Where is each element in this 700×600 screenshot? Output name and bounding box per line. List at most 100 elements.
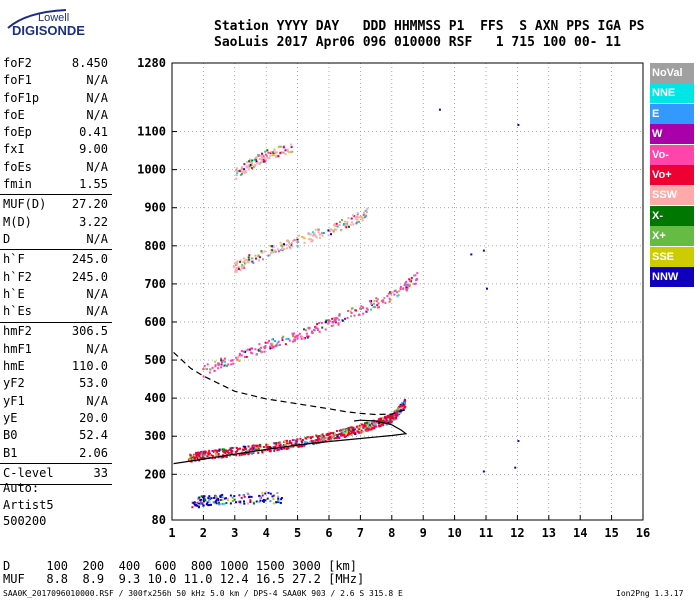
data-point [402, 402, 405, 405]
data-point [266, 341, 269, 344]
data-point [221, 502, 224, 505]
data-point [237, 500, 240, 503]
data-point [208, 501, 211, 503]
data-point [309, 436, 312, 439]
param-name: hmE [3, 359, 25, 374]
data-point [327, 437, 330, 439]
data-point [269, 152, 272, 154]
data-point [416, 272, 419, 275]
data-point [255, 446, 258, 449]
data-point [342, 431, 345, 434]
param-name: M(D) [3, 214, 32, 229]
data-point [249, 499, 252, 502]
data-point [247, 348, 250, 351]
y-tick-label: 300 [144, 429, 166, 443]
data-point [237, 448, 239, 451]
data-point [396, 410, 399, 413]
data-point [364, 216, 367, 219]
data-point [275, 501, 278, 504]
profile-E-profile [173, 351, 407, 416]
x-tick-label: 9 [420, 526, 427, 540]
data-point [382, 416, 384, 419]
data-point [243, 267, 246, 269]
data-point [344, 317, 346, 320]
data-point [391, 414, 394, 417]
data-point [258, 494, 261, 497]
param-value: 20.0 [79, 410, 108, 425]
param-value: 3.22 [79, 214, 108, 229]
data-point [392, 416, 395, 419]
data-point [396, 414, 399, 417]
data-point [394, 410, 397, 412]
data-point [224, 360, 226, 363]
data-point [373, 423, 376, 425]
data-point [269, 347, 272, 350]
data-point [482, 249, 485, 252]
data-point [332, 230, 335, 233]
data-point [317, 228, 320, 231]
param-name: yE [3, 410, 18, 425]
data-point [407, 284, 409, 287]
data-point [251, 159, 254, 162]
data-point [335, 316, 338, 319]
param-value: 33 [93, 465, 108, 480]
x-tick-label: 3 [231, 526, 238, 540]
data-point [199, 456, 202, 459]
data-point [343, 433, 346, 436]
data-point [241, 267, 244, 270]
data-point [260, 157, 263, 159]
param-name: foE [3, 107, 25, 122]
data-point [194, 501, 197, 504]
data-point [259, 499, 262, 502]
data-point [260, 346, 263, 349]
data-point [247, 502, 249, 505]
data-point [208, 449, 211, 452]
data-point [312, 234, 315, 237]
chart-tick-labels: 1 2 3 4 5 6 7 8 9 10 11 12 13 14 15 1680200300400500600… [137, 56, 650, 540]
data-point [369, 427, 372, 430]
data-point [253, 158, 256, 161]
param-name: fmin [3, 177, 32, 192]
data-point [242, 261, 245, 264]
data-point [288, 440, 291, 443]
data-point [318, 437, 321, 440]
data-point [232, 265, 235, 268]
data-point [270, 150, 273, 153]
data-point [264, 446, 267, 449]
data-point [254, 448, 257, 451]
data-point [346, 433, 349, 436]
data-point [296, 238, 299, 241]
data-point [327, 319, 330, 321]
data-point [286, 150, 289, 153]
param-value: 52.4 [79, 428, 108, 443]
data-point [390, 292, 392, 295]
data-point [220, 357, 223, 360]
data-point [205, 503, 208, 506]
legend-item: X+ [650, 226, 694, 247]
legend-item: NoVal [650, 63, 694, 83]
data-point [200, 455, 202, 458]
data-point [244, 445, 247, 448]
data-point [191, 457, 194, 460]
data-point [257, 254, 260, 257]
data-point [365, 307, 368, 310]
data-point [272, 154, 275, 156]
data-point [350, 312, 353, 314]
data-point [275, 154, 278, 157]
data-point [333, 434, 335, 437]
data-point [229, 359, 232, 362]
data-point [350, 430, 352, 433]
param-name: h`Es [3, 304, 32, 319]
data-point [398, 412, 401, 415]
data-point [397, 294, 400, 297]
data-point [403, 284, 406, 287]
data-point [366, 423, 369, 426]
data-point [223, 497, 226, 500]
data-point [272, 152, 275, 155]
data-point [243, 168, 245, 171]
data-point [272, 151, 275, 154]
data-point [327, 432, 329, 435]
data-point [391, 291, 394, 294]
data-point [367, 428, 370, 431]
data-point [331, 434, 334, 437]
